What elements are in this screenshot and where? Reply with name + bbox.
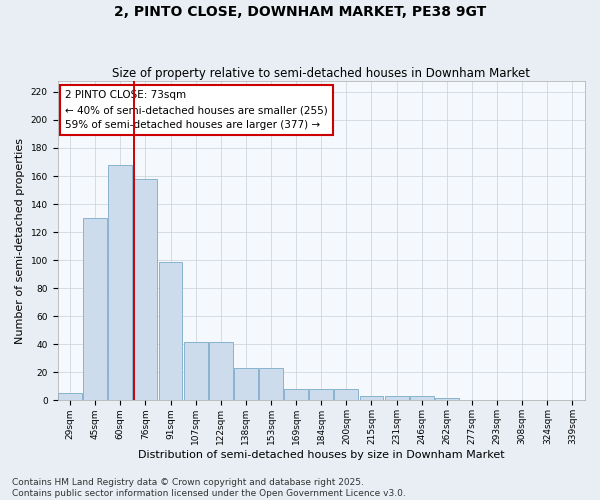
Text: 2, PINTO CLOSE, DOWNHAM MARKET, PE38 9GT: 2, PINTO CLOSE, DOWNHAM MARKET, PE38 9GT	[114, 5, 486, 19]
Bar	[410, 396, 434, 400]
Bar	[158, 262, 182, 400]
Bar	[310, 389, 333, 400]
Bar	[435, 398, 459, 400]
Bar	[184, 342, 208, 400]
Bar	[134, 179, 157, 400]
Bar	[209, 342, 233, 400]
Bar	[334, 389, 358, 400]
Title: Size of property relative to semi-detached houses in Downham Market: Size of property relative to semi-detach…	[112, 66, 530, 80]
Y-axis label: Number of semi-detached properties: Number of semi-detached properties	[15, 138, 25, 344]
Text: 2 PINTO CLOSE: 73sqm
← 40% of semi-detached houses are smaller (255)
59% of semi: 2 PINTO CLOSE: 73sqm ← 40% of semi-detac…	[65, 90, 328, 130]
Bar	[234, 368, 258, 400]
Bar	[359, 396, 383, 400]
Text: Contains HM Land Registry data © Crown copyright and database right 2025.
Contai: Contains HM Land Registry data © Crown c…	[12, 478, 406, 498]
Bar	[385, 396, 409, 400]
Bar	[83, 218, 107, 400]
Bar	[109, 165, 132, 400]
X-axis label: Distribution of semi-detached houses by size in Downham Market: Distribution of semi-detached houses by …	[138, 450, 505, 460]
Bar	[259, 368, 283, 400]
Bar	[284, 389, 308, 400]
Bar	[58, 394, 82, 400]
